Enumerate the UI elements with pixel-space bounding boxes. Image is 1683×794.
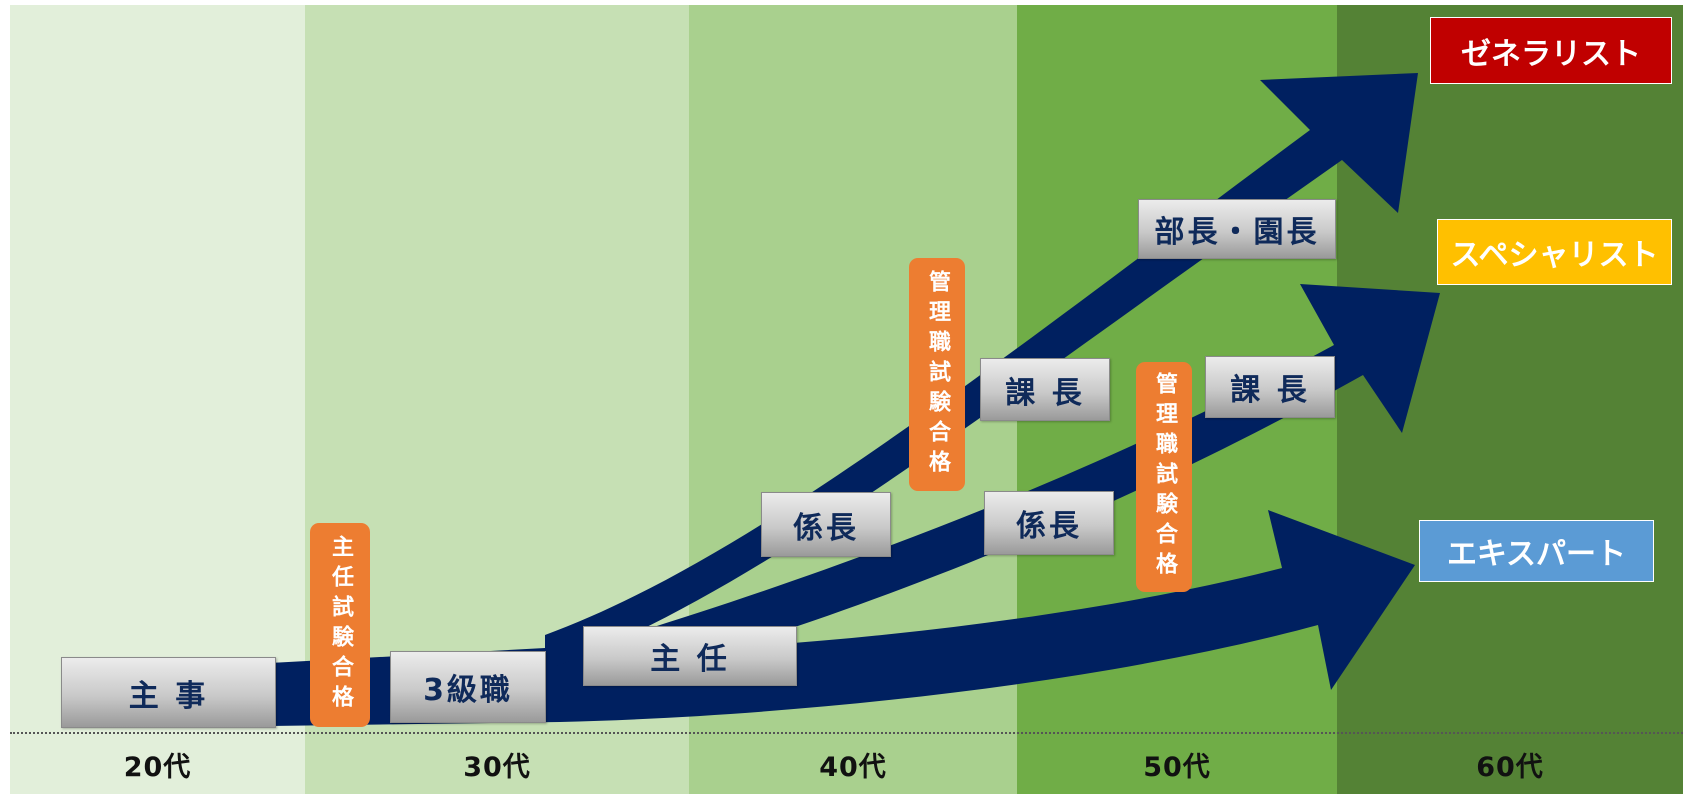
age-label-40s: 40代 (819, 752, 887, 783)
position-kakaricho-lower: 係長 (984, 491, 1114, 555)
age-label-60s: 60代 (1476, 752, 1544, 783)
specialist-arrow (545, 284, 1440, 700)
age-label-20s: 20代 (123, 752, 192, 783)
position-bucho: 部長・園長 (1138, 199, 1336, 259)
position-kacho-upper: 課 長 (980, 358, 1110, 421)
exam-kanri-1: 管理職試験合格 (909, 258, 965, 491)
track-generalist: ゼネラリスト (1430, 17, 1672, 84)
track-specialist: スペシャリスト (1437, 219, 1672, 285)
exam-kanri-2: 管理職試験合格 (1136, 362, 1192, 592)
age-axis-line (10, 732, 1683, 734)
track-expert: エキスパート (1419, 520, 1654, 582)
position-kakaricho-upper: 係長 (761, 492, 891, 557)
position-shuji: 主 事 (61, 657, 276, 728)
age-label-50s: 50代 (1143, 752, 1211, 783)
position-3kyu: 3級職 (390, 651, 546, 723)
exam-shunin: 主任試験合格 (310, 523, 370, 727)
position-kacho-lower: 課 長 (1205, 356, 1335, 418)
position-shunin: 主 任 (583, 626, 797, 686)
age-label-30s: 30代 (463, 752, 531, 783)
